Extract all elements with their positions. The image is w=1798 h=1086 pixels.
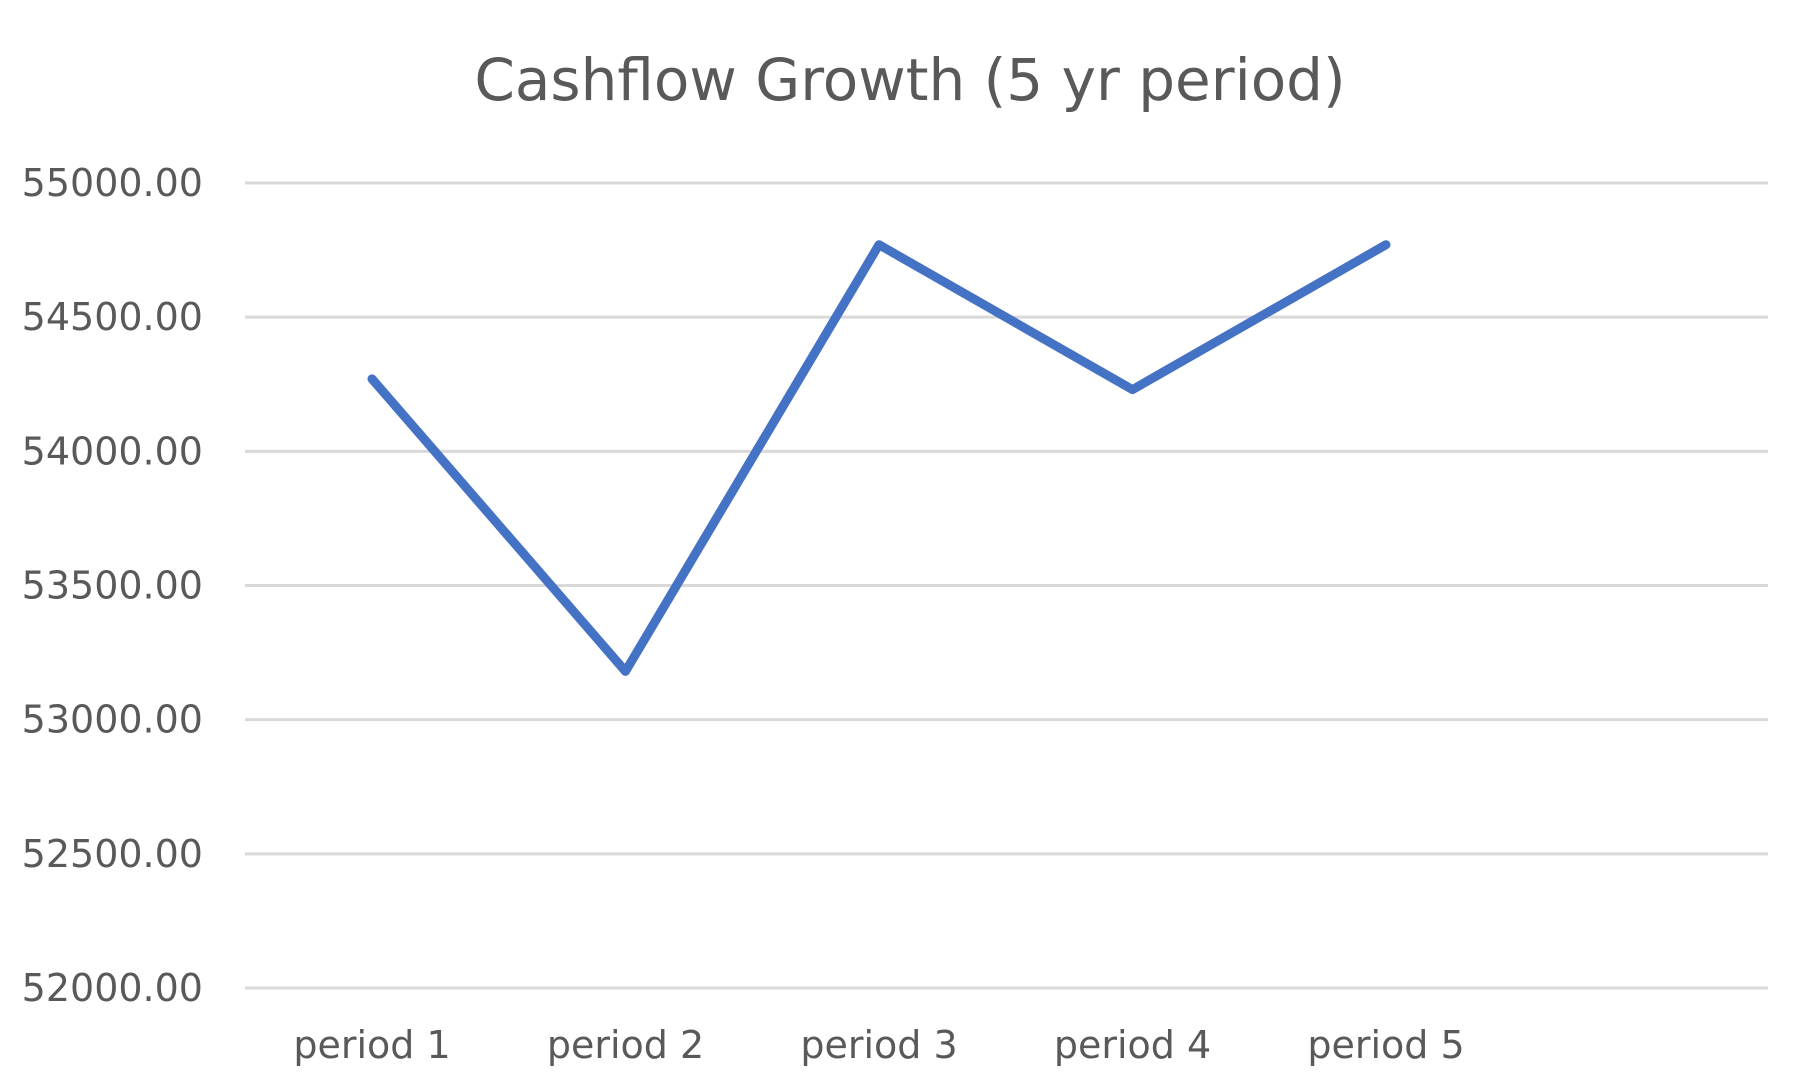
x-tick-label: period 2: [547, 1023, 704, 1067]
y-tick-label: 52000.00: [22, 966, 203, 1010]
x-tick-label: period 5: [1307, 1023, 1464, 1067]
gridlines: [245, 181, 1768, 990]
x-tick-label: period 1: [293, 1023, 450, 1067]
x-tick-label: period 3: [800, 1023, 957, 1067]
x-tick-label: period 4: [1054, 1023, 1211, 1067]
series-layer: [367, 240, 1391, 676]
y-tick-label: 53500.00: [22, 564, 203, 608]
x-axis-tick-labels: period 1 period 2 period 3 period 4 period 5: [293, 1023, 1464, 1067]
y-tick-label: 54500.00: [22, 295, 203, 339]
y-axis-tick-labels: 55000.00 54500.00 54000.00 53500.00 53000.00…: [22, 161, 203, 1010]
y-tick-label: 52500.00: [22, 832, 203, 876]
y-tick-label: 54000.00: [22, 429, 203, 473]
series-line: [367, 240, 1391, 676]
y-tick-label: 55000.00: [22, 161, 203, 205]
y-tick-label: 53000.00: [22, 698, 203, 742]
chart-title: Cashflow Growth (5 yr period): [474, 46, 1345, 114]
